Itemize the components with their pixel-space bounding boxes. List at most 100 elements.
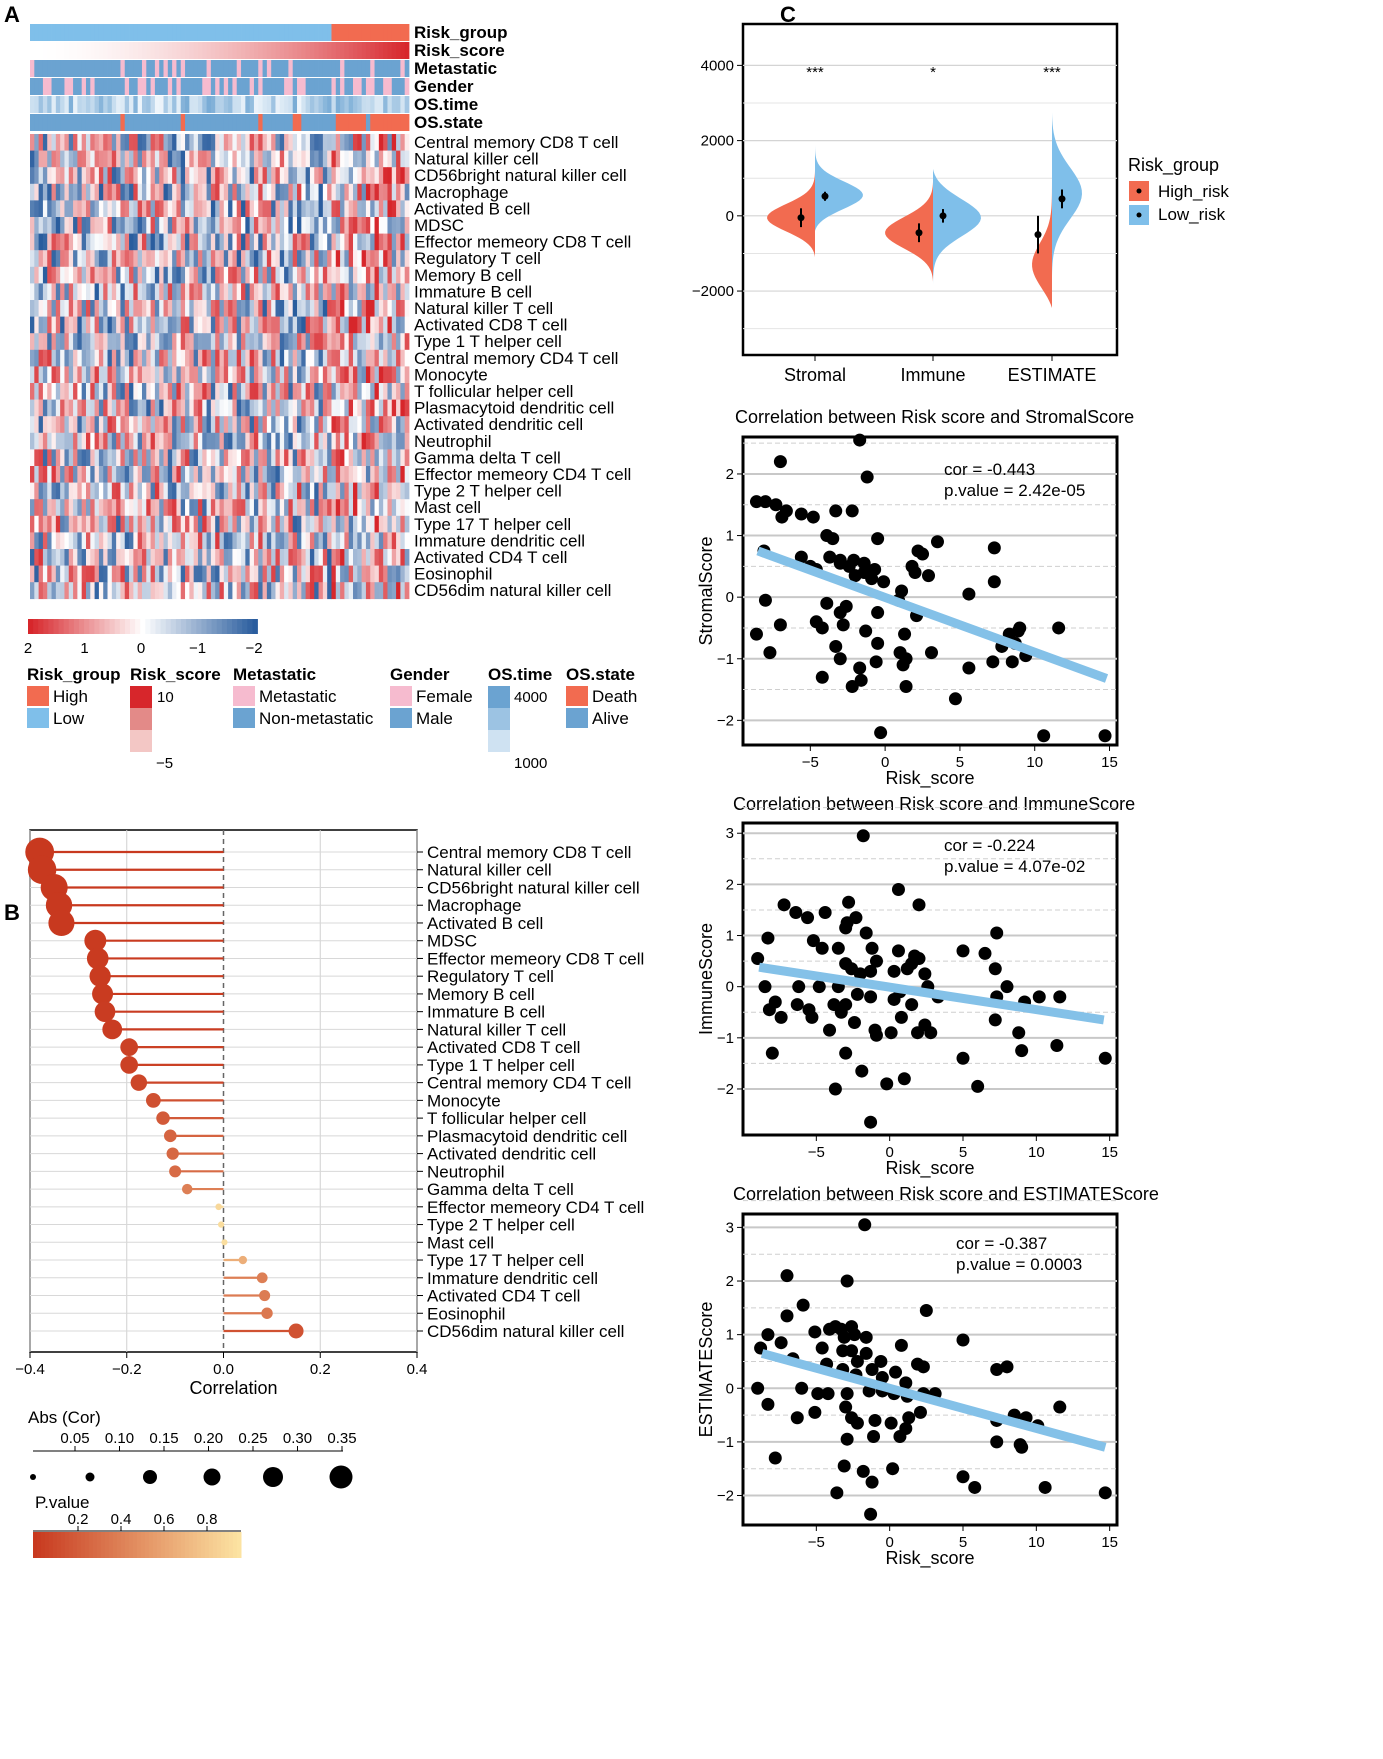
heatmap-cell — [137, 416, 143, 434]
heatmap-cell — [42, 499, 48, 517]
heatmap-cell — [335, 333, 341, 351]
heatmap-cell — [340, 482, 345, 500]
heatmap-cell — [340, 300, 345, 317]
color-scale-step — [160, 619, 167, 634]
heatmap-cell — [348, 183, 354, 201]
heatmap-cell — [111, 300, 117, 317]
heatmap-cell — [387, 167, 393, 185]
heatmap-cell — [167, 499, 173, 517]
heatmap-cell — [202, 150, 207, 168]
heatmap-cell — [353, 316, 358, 334]
gender-cell — [361, 78, 367, 95]
heatmap-cell — [55, 134, 61, 151]
heatmap-cell — [322, 183, 328, 201]
color-legend-step — [41, 1532, 46, 1558]
scatter-point — [911, 1026, 925, 1040]
metastatic-cell — [309, 60, 315, 77]
metastatic-cell — [365, 60, 371, 77]
heatmap-cell — [387, 150, 393, 168]
heatmap-cell — [85, 549, 91, 566]
heatmap-cell — [185, 266, 190, 284]
heatmap-cell — [81, 466, 87, 483]
heatmap-cell — [185, 183, 190, 201]
scatter-point — [894, 1010, 908, 1024]
heatmap-cell — [206, 266, 212, 284]
heatmap-cell — [77, 333, 83, 351]
heatmap-cell — [141, 266, 147, 284]
os-state-cell — [150, 114, 156, 131]
heatmap-cell — [232, 582, 238, 600]
gender-cell — [353, 78, 358, 95]
heatmap-cell — [73, 383, 78, 400]
heatmap-cell — [167, 416, 173, 434]
heatmap-cell — [193, 300, 199, 317]
os-time-cell — [353, 96, 358, 113]
heatmap-cell — [301, 399, 307, 417]
heatmap-cell — [340, 167, 345, 185]
gender-cell — [279, 78, 285, 95]
heatmap-cell — [124, 416, 130, 434]
heatmap-cell — [193, 134, 199, 151]
heatmap-cell — [258, 134, 263, 151]
os-state-cell — [370, 114, 375, 131]
heatmap-cell — [357, 266, 363, 284]
heatmap-cell — [206, 283, 212, 301]
lollipop-dot — [259, 1289, 271, 1302]
heatmap-cell — [297, 283, 302, 301]
scatter-point — [919, 1304, 933, 1318]
heatmap-cell — [167, 515, 173, 533]
heatmap-cell — [146, 283, 151, 301]
color-scale-step — [94, 619, 100, 634]
heatmap-cell — [262, 515, 268, 533]
heatmap-cell — [55, 466, 61, 483]
scatter-point — [847, 1015, 861, 1029]
heatmap-cell — [309, 416, 315, 434]
heatmap-cell — [98, 582, 104, 600]
metastatic-cell — [172, 60, 177, 77]
x-tick-label: 0.2 — [310, 1361, 331, 1378]
color-legend-step — [89, 1532, 94, 1558]
risk-group-cell — [400, 24, 406, 41]
heatmap-cell — [275, 300, 281, 317]
color-scale-step — [73, 619, 80, 634]
heatmap-cell — [98, 266, 104, 284]
heatmap-cell — [383, 233, 388, 251]
heatmap-cell — [318, 383, 324, 400]
heatmap-cell — [154, 333, 160, 351]
heatmap-cell — [163, 316, 169, 334]
metastatic-cell — [249, 60, 255, 77]
risk-score-cell — [137, 42, 143, 59]
heatmap-cell — [202, 217, 207, 234]
heatmap-cell — [284, 499, 289, 517]
color-legend-step — [209, 1532, 214, 1558]
heatmap-cell — [370, 515, 375, 533]
heatmap-cell — [137, 366, 143, 384]
heatmap-cell — [124, 217, 130, 234]
heatmap-cell — [34, 582, 40, 600]
os-time-cell — [232, 96, 238, 113]
heatmap-cell — [42, 399, 48, 417]
heatmap-cell — [129, 515, 134, 533]
heatmap-cell — [185, 217, 190, 234]
heatmap-cell — [103, 565, 108, 583]
heatmap-cell — [288, 283, 294, 301]
heatmap-cell — [94, 266, 100, 284]
heatmap-cell — [344, 515, 350, 533]
heatmap-cell — [284, 283, 289, 301]
heatmap-cell — [51, 449, 57, 467]
heatmap-cell — [133, 482, 139, 500]
color-legend-step — [149, 1532, 154, 1558]
heatmap-cell — [292, 515, 298, 533]
metastatic-cell — [383, 60, 388, 77]
heatmap-cell — [34, 183, 40, 201]
y-tick-label: CD56dim natural killer cell — [427, 1322, 624, 1341]
heatmap-cell — [51, 200, 57, 218]
heatmap-cell — [163, 532, 169, 550]
heatmap-cell — [154, 399, 160, 417]
heatmap-cell — [210, 150, 216, 168]
heatmap-cell — [210, 266, 216, 284]
heatmap-cell — [68, 532, 74, 550]
scatter-point — [751, 952, 765, 966]
regression-line — [756, 546, 1109, 683]
heatmap-cell — [124, 250, 130, 268]
